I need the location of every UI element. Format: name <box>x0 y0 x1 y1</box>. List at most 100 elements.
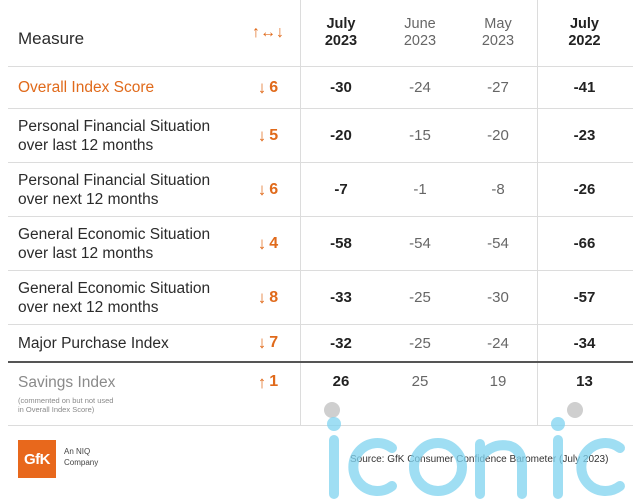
change-value: 4 <box>269 234 279 252</box>
change-value: 5 <box>269 126 279 144</box>
table-row: General Economic Situation over next 12 … <box>8 271 633 325</box>
column-month: May <box>484 16 512 32</box>
arrow-down-icon: ↓ <box>257 233 267 253</box>
column-year: 2023 <box>324 33 358 49</box>
change-value: 7 <box>269 334 279 351</box>
column-year: 2022 <box>568 33 601 49</box>
change-cell: ↓ 6 <box>236 163 301 216</box>
footer: GfK An NIQ Company Source: GfK Consumer … <box>0 418 640 499</box>
value-may-2023: -20 <box>487 127 509 144</box>
company-line: Company <box>64 458 99 467</box>
savings-index-row: Savings Index (commented on but not used… <box>8 363 633 426</box>
column-header-july-2023: July 2023 <box>301 16 381 50</box>
value-july-2023: -33 <box>330 289 352 306</box>
company-line: An NIQ <box>64 447 91 456</box>
marker-dot <box>567 402 583 418</box>
measure-label: Savings Index (commented on but not used… <box>8 363 236 414</box>
column-header-june-2023: June 2023 <box>381 16 459 50</box>
column-header-may-2023: May 2023 <box>459 16 537 50</box>
company-tagline: An NIQ Company <box>64 446 98 468</box>
table-header-row: Measure ↑↔↓ July 2023 June 2023 May 2023… <box>8 0 633 67</box>
column-month: June <box>404 16 436 32</box>
table-row: General Economic Situation over last 12 … <box>8 217 633 271</box>
arrow-up-icon: ↑ <box>257 373 267 392</box>
column-year: 2023 <box>403 33 437 49</box>
measure-label: Personal Financial Situation over next 1… <box>8 171 236 209</box>
table-row: Personal Financial Situation over next 1… <box>8 163 633 217</box>
measure-label-line: over last 12 months <box>18 244 154 262</box>
value-july-2023: -20 <box>330 127 352 144</box>
value-july-2023: -32 <box>330 334 352 352</box>
value-june-2023: -24 <box>409 79 431 96</box>
column-month: July <box>326 16 356 32</box>
column-month: July <box>569 16 599 32</box>
value-july-2023: -30 <box>330 79 352 96</box>
consumer-confidence-table: Measure ↑↔↓ July 2023 June 2023 May 2023… <box>8 0 633 426</box>
change-cell: ↑ 1 <box>236 363 301 425</box>
marker-dot <box>324 402 340 418</box>
savings-note: (commented on but not used in Overall In… <box>18 396 236 414</box>
value-june-2023: -25 <box>409 334 431 352</box>
change-cell: ↓ 5 <box>236 109 301 162</box>
table-row: Major Purchase Index ↓ 7 -32 -25 -24 -34 <box>8 325 633 363</box>
table-row: Overall Index Score ↓ 6 -30 -24 -27 -41 <box>8 67 633 109</box>
value-june-2023: 25 <box>411 373 429 390</box>
change-value: 6 <box>269 180 279 198</box>
value-july-2022: -23 <box>537 109 631 162</box>
measure-label-line: Personal Financial Situation <box>18 171 211 189</box>
measure-label-line: General Economic Situation <box>18 279 211 297</box>
value-july-2023: 26 <box>332 373 350 390</box>
value-july-2023: -58 <box>330 235 352 252</box>
value-july-2022: -34 <box>537 325 631 361</box>
value-may-2023: -27 <box>487 79 509 96</box>
measure-label-line: Personal Financial Situation <box>18 117 211 135</box>
arrow-down-icon: ↓ <box>257 77 267 97</box>
change-value: 1 <box>269 373 279 390</box>
value-may-2023: -8 <box>491 181 505 198</box>
savings-note-line: (commented on but not used <box>18 396 114 405</box>
value-may-2023: 19 <box>489 373 507 390</box>
measure-label: Personal Financial Situation over last 1… <box>8 117 236 155</box>
value-july-2022: 13 <box>537 363 631 425</box>
measure-label-line: over next 12 months <box>18 298 159 316</box>
arrow-down-icon: ↓ <box>257 287 267 307</box>
gfk-logo: GfK <box>18 440 56 478</box>
change-value: 6 <box>269 78 279 96</box>
measure-label: Major Purchase Index <box>8 334 236 353</box>
change-cell: ↓ 6 <box>236 67 301 108</box>
value-june-2023: -25 <box>409 289 431 306</box>
change-cell: ↓ 8 <box>236 271 301 324</box>
value-july-2022: -66 <box>537 217 631 270</box>
change-value: 8 <box>269 288 279 306</box>
value-may-2023: -24 <box>487 334 509 352</box>
change-cell: ↓ 7 <box>236 325 301 361</box>
value-july-2022: -57 <box>537 271 631 324</box>
value-june-2023: -1 <box>413 181 427 198</box>
value-july-2022: -26 <box>537 163 631 216</box>
savings-note-line: in Overall Index Score) <box>18 405 95 414</box>
value-may-2023: -30 <box>487 289 509 306</box>
measure-label: General Economic Situation over next 12 … <box>8 279 236 317</box>
column-year: 2023 <box>481 33 515 49</box>
source-note: Source: GfK Consumer Confidence Baromete… <box>350 454 609 465</box>
measure-label: Overall Index Score <box>8 78 236 97</box>
measure-label-line: Major Purchase Index <box>18 334 169 352</box>
measure-label-line: General Economic Situation <box>18 225 211 243</box>
arrow-down-icon: ↓ <box>257 125 267 145</box>
table-row: Personal Financial Situation over last 1… <box>8 109 633 163</box>
value-july-2023: -7 <box>334 181 348 198</box>
value-may-2023: -54 <box>487 235 509 252</box>
arrow-down-icon: ↓ <box>257 179 267 199</box>
value-june-2023: -54 <box>409 235 431 252</box>
column-header-july-2022: July 2022 <box>537 0 631 66</box>
measure-label: General Economic Situation over last 12 … <box>8 225 236 263</box>
arrow-down-icon: ↓ <box>257 333 267 352</box>
change-direction-icon: ↑↔↓ <box>236 0 301 66</box>
change-cell: ↓ 4 <box>236 217 301 270</box>
value-july-2022: -41 <box>537 67 631 108</box>
measure-header: Measure <box>18 28 85 48</box>
measure-label-line: over next 12 months <box>18 190 159 208</box>
savings-label: Savings Index <box>18 374 116 391</box>
measure-label-line: Overall Index Score <box>18 79 155 96</box>
value-june-2023: -15 <box>409 127 431 144</box>
